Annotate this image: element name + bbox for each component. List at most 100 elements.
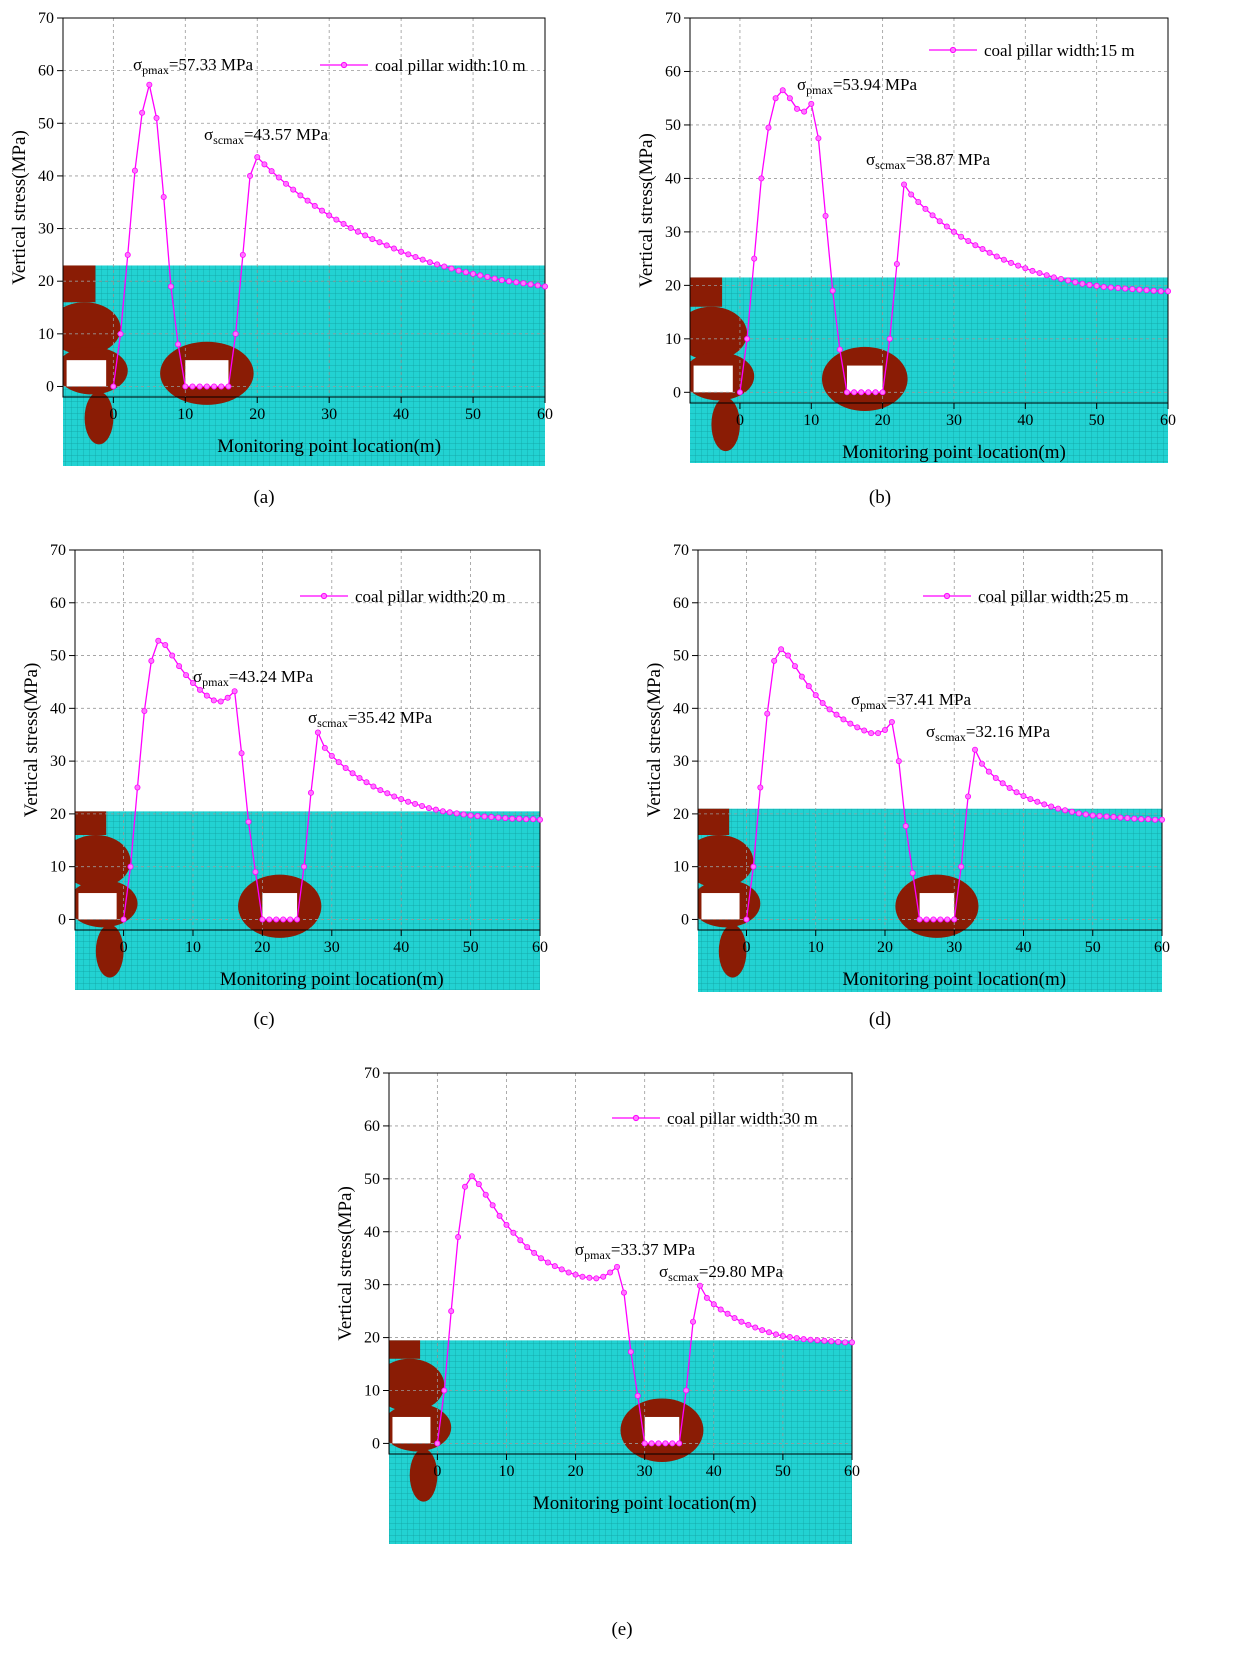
data-point <box>895 758 902 765</box>
y-tick-label: 0 <box>372 1435 380 1452</box>
data-point <box>881 726 888 733</box>
data-point <box>523 816 530 823</box>
data-point <box>232 330 239 337</box>
data-point <box>1145 816 1152 823</box>
panel: 0 10 20 30 40 50 60 0 10 20 30 40 50 60 70 Monitoring p… <box>335 1065 860 1640</box>
legend-marker <box>320 592 328 600</box>
data-point <box>1124 815 1131 822</box>
data-point <box>1062 807 1069 814</box>
data-point <box>579 1273 586 1280</box>
annotation: σpmax=57.33 MPa <box>133 55 254 77</box>
data-point <box>986 249 993 256</box>
data-point <box>224 694 231 701</box>
data-point <box>634 1392 641 1399</box>
data-point <box>1057 275 1064 282</box>
mesh-group <box>389 1340 852 1544</box>
data-point <box>958 233 965 240</box>
data-point <box>441 1387 448 1394</box>
annotation-text: =38.87 MPa <box>906 150 991 169</box>
data-point <box>992 775 999 782</box>
y-tick-label: 10 <box>50 859 66 876</box>
damage-zone <box>63 302 121 355</box>
x-tick-label: 50 <box>1085 939 1101 956</box>
data-point <box>808 100 815 107</box>
data-point <box>593 1275 600 1282</box>
roadway <box>693 365 733 393</box>
y-tick-label: 70 <box>364 1065 380 1082</box>
data-point <box>455 267 462 274</box>
legend-label: coal pillar width:15 m <box>984 41 1135 60</box>
data-point <box>620 1289 627 1296</box>
y-tick-label: 60 <box>673 595 689 612</box>
y-tick-label: 40 <box>364 1224 380 1241</box>
data-point <box>488 814 495 821</box>
data-point <box>690 1318 697 1325</box>
data-point <box>731 1315 738 1322</box>
data-point <box>287 916 294 923</box>
data-point <box>439 808 446 815</box>
x-tick-label: 0 <box>742 939 750 956</box>
legend-label: coal pillar width:20 m <box>355 587 506 606</box>
data-point <box>1131 815 1138 822</box>
data-point <box>1165 288 1172 295</box>
y-tick-label: 20 <box>673 806 689 823</box>
data-point <box>785 652 792 659</box>
annotation-text: =35.42 MPa <box>348 708 433 727</box>
annotation-text: =37.41 MPa <box>887 690 972 709</box>
annotation-subscript: pmax <box>142 63 169 77</box>
x-tick-label: 0 <box>109 406 117 423</box>
y-tick-label: 50 <box>50 648 66 665</box>
y-tick-label: 60 <box>364 1118 380 1135</box>
annotation: σscmax=35.42 MPa <box>308 708 432 730</box>
damage-zone <box>84 391 114 445</box>
data-point <box>160 193 167 200</box>
annotation-subscript: scmax <box>213 133 244 147</box>
data-point <box>879 389 886 396</box>
x-tick-label: 30 <box>637 1463 653 1480</box>
data-point <box>335 759 342 766</box>
data-point <box>513 279 520 286</box>
legend-label: coal pillar width:10 m <box>375 56 526 75</box>
data-point <box>495 814 502 821</box>
data-point <box>275 174 282 181</box>
y-tick-label: 20 <box>38 273 54 290</box>
data-point <box>703 1294 710 1301</box>
data-point <box>1055 805 1062 812</box>
data-point <box>460 811 467 818</box>
annotation-text: =43.57 MPa <box>244 125 329 144</box>
data-point <box>534 282 541 289</box>
data-point <box>1100 283 1107 290</box>
data-point <box>502 815 509 822</box>
data-point <box>426 259 433 266</box>
axes-frame <box>388 1072 853 1455</box>
x-tick-label: 20 <box>875 412 891 429</box>
axes-frame <box>74 549 541 931</box>
damage-zone <box>389 1358 445 1412</box>
data-point <box>398 248 405 255</box>
data-point <box>901 181 908 188</box>
data-point <box>1068 808 1075 815</box>
data-point <box>524 1244 531 1251</box>
data-point <box>333 216 340 223</box>
data-point <box>1152 816 1159 823</box>
x-tick-label: 60 <box>532 939 548 956</box>
data-point <box>778 646 785 653</box>
data-point <box>833 711 840 718</box>
y-tick-label: 10 <box>665 331 681 348</box>
data-point <box>347 225 354 232</box>
x-axis-label: Monitoring point location(m) <box>220 969 444 990</box>
panel: 0 10 20 30 40 50 60 0 10 20 30 40 50 60 70 Monitoring p… <box>636 10 1176 508</box>
data-point <box>648 1440 655 1447</box>
data-point <box>261 161 268 168</box>
legend-marker <box>943 592 951 600</box>
data-point <box>503 1221 510 1228</box>
annotation-text: =53.94 MPa <box>833 75 918 94</box>
data-point <box>985 768 992 775</box>
data-point <box>203 383 210 390</box>
panel-label: (c) <box>253 1009 274 1030</box>
damage-zone <box>389 1340 421 1359</box>
x-tick-label: 50 <box>465 406 481 423</box>
y-tick-label: 40 <box>50 700 66 717</box>
data-point <box>405 251 412 258</box>
data-point <box>369 236 376 243</box>
